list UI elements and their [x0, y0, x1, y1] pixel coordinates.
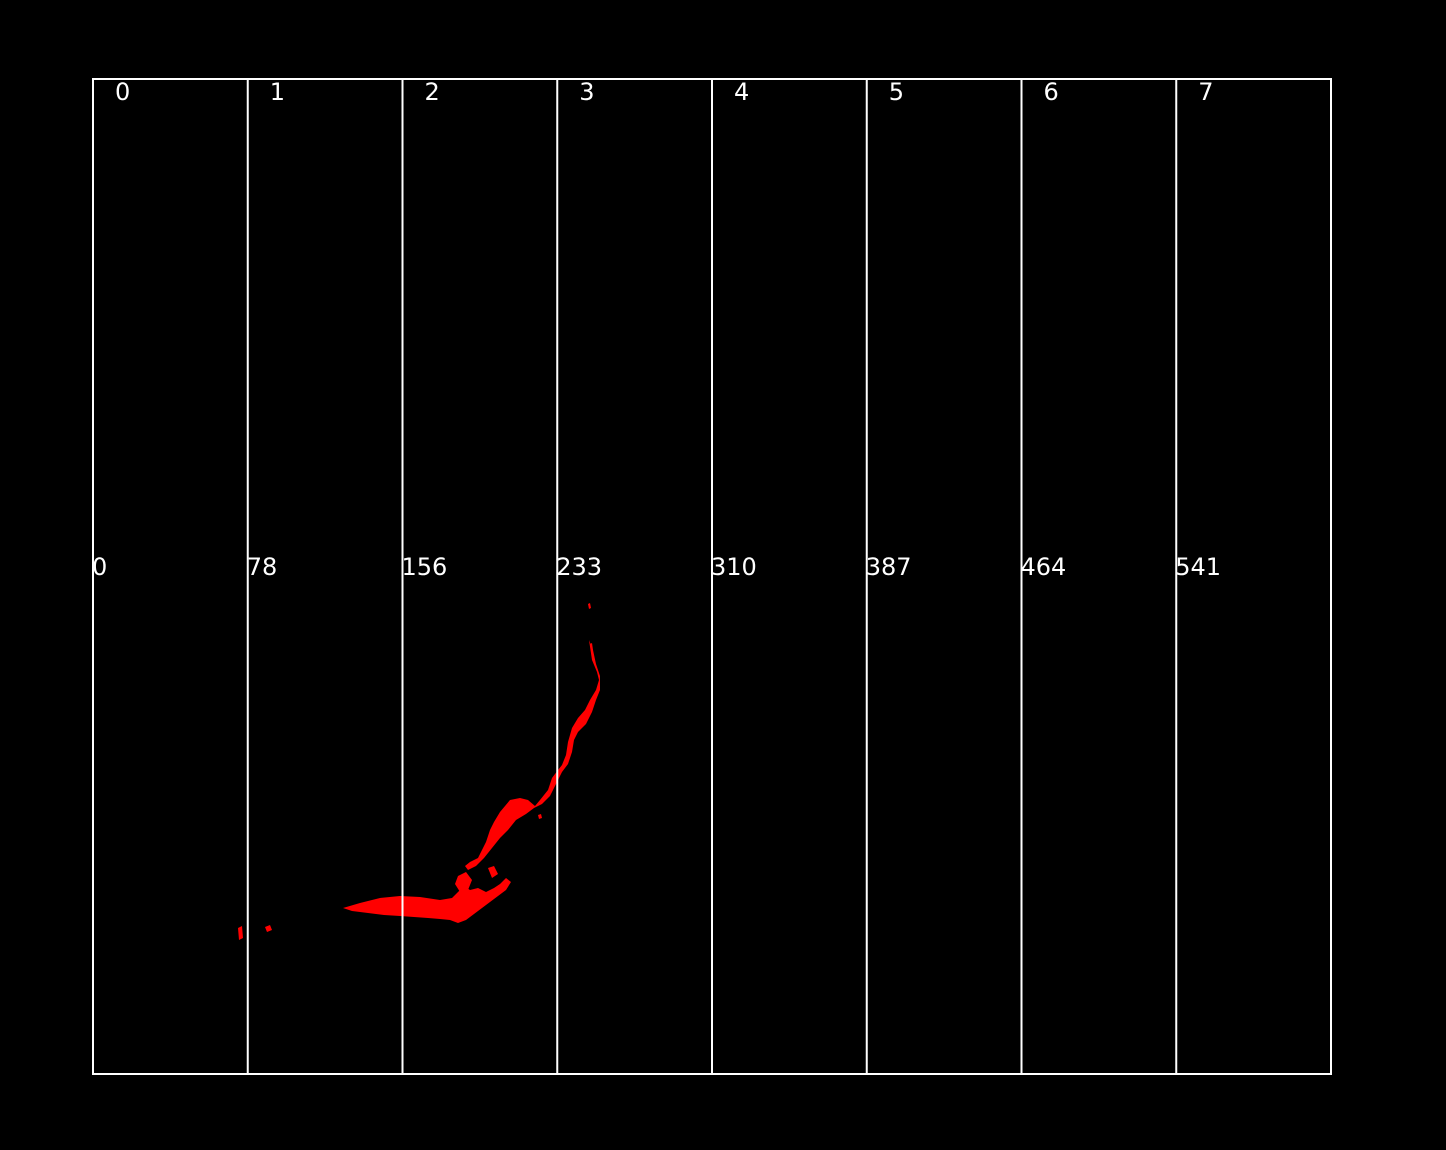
- feature-island-b: [488, 866, 498, 878]
- column-index-label: 6: [1044, 78, 1059, 106]
- column-offset-label: 464: [1021, 553, 1067, 581]
- feature-island-a: [455, 872, 472, 892]
- red-feature-shape: [238, 603, 600, 940]
- column-offset-label: 387: [866, 553, 912, 581]
- column-index-label: 0: [115, 78, 130, 106]
- column-offset-label: 0: [92, 553, 107, 581]
- column-index-label: 1: [270, 78, 285, 106]
- feature-island-c: [238, 926, 243, 940]
- feature-arc-upper: [465, 640, 600, 870]
- grid-labels: 0 0 1 78 2 156 3 233 4 310 5 387 6 464 7 541: [92, 78, 1221, 581]
- column-offset-label: 310: [711, 553, 757, 581]
- feature-island-f: [590, 643, 593, 651]
- column-index-label: 2: [425, 78, 440, 106]
- column-offset-label: 233: [556, 553, 602, 581]
- column-index-label: 5: [889, 78, 904, 106]
- column-index-label: 3: [579, 78, 594, 106]
- feature-island-e: [588, 603, 591, 609]
- grid-lines: [92, 78, 1332, 1075]
- column-index-label: 4: [734, 78, 749, 106]
- column-offset-label: 78: [247, 553, 278, 581]
- column-offset-label: 156: [402, 553, 448, 581]
- feature-sweep-lower: [343, 878, 511, 923]
- column-index-label: 7: [1198, 78, 1213, 106]
- column-offset-label: 541: [1175, 553, 1221, 581]
- feature-island-d: [265, 925, 272, 932]
- feature-island-g: [538, 814, 542, 819]
